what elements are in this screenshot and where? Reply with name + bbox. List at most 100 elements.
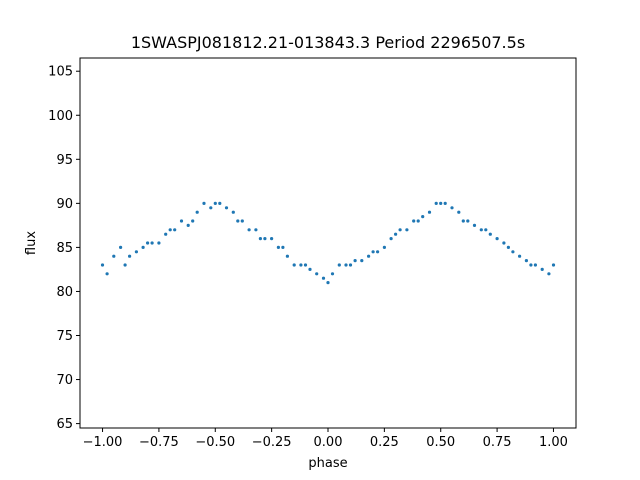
data-point [236, 219, 240, 223]
data-point [164, 232, 168, 236]
data-point [326, 281, 330, 285]
y-tick-label: 95 [56, 153, 73, 168]
data-point [443, 201, 447, 205]
data-point [123, 263, 127, 267]
data-point [218, 201, 222, 205]
x-tick-label: 1.00 [539, 435, 568, 450]
data-point [434, 201, 438, 205]
data-point [315, 272, 319, 276]
data-point [348, 263, 353, 267]
data-point [276, 245, 280, 249]
data-point [416, 219, 420, 223]
data-point [157, 241, 161, 245]
data-point [186, 223, 190, 227]
data-point [240, 219, 244, 223]
data-point [488, 232, 492, 236]
data-point [371, 250, 375, 254]
data-point [533, 263, 538, 267]
y-tick-label: 65 [56, 417, 73, 432]
data-point [195, 210, 199, 214]
x-tick-label: −0.75 [139, 435, 179, 450]
data-point [202, 201, 206, 205]
data-point [479, 228, 483, 232]
data-point [412, 219, 416, 223]
y-tick-label: 75 [56, 329, 73, 344]
data-point [394, 232, 398, 236]
data-point [112, 254, 116, 258]
data-point [518, 254, 522, 258]
y-tick-label: 90 [56, 197, 73, 212]
data-point [389, 237, 393, 241]
y-axis-label: flux [24, 231, 39, 255]
data-point [100, 263, 105, 267]
data-point [231, 210, 235, 214]
data-point [330, 272, 335, 276]
data-point [173, 228, 177, 232]
data-point [376, 250, 380, 254]
data-point [292, 263, 296, 267]
y-tick-label: 80 [56, 285, 73, 300]
data-point [405, 228, 409, 232]
data-point [247, 228, 251, 232]
x-tick-label: −0.50 [195, 435, 235, 450]
data-point [337, 263, 341, 267]
data-point [224, 206, 229, 210]
data-point [511, 250, 515, 254]
data-point [421, 215, 425, 219]
data-point [524, 259, 529, 263]
data-point [450, 206, 454, 210]
x-tick-label: −0.25 [252, 435, 292, 450]
data-point [353, 259, 357, 263]
data-point [472, 223, 477, 227]
data-point [209, 206, 213, 210]
data-point [119, 245, 123, 249]
data-point [281, 245, 285, 249]
data-point [105, 272, 109, 276]
data-point [141, 245, 145, 249]
data-point [179, 219, 184, 223]
data-point [502, 241, 506, 245]
y-axis: 65 70 75 80 85 90 95 100 105 [48, 65, 80, 432]
x-tick-label: −1.00 [83, 435, 123, 450]
data-point [551, 263, 556, 267]
y-tick-label: 105 [48, 65, 73, 80]
data-point [285, 254, 289, 258]
data-point [466, 219, 470, 223]
x-tick-label: 0.00 [314, 435, 343, 450]
data-point [321, 276, 326, 280]
data-point [344, 263, 348, 267]
x-axis: −1.00 −0.75 −0.50 −0.25 0.00 0.25 0.50 0.75 1.00 [83, 428, 568, 450]
data-point [360, 259, 364, 263]
data-point [439, 201, 443, 205]
data-point [382, 245, 386, 249]
data-point [168, 228, 172, 232]
data-point [263, 237, 267, 241]
x-tick-label: 0.75 [483, 435, 512, 450]
data-point [146, 241, 150, 245]
data-point [299, 263, 303, 267]
data-point [128, 254, 132, 258]
data-point [303, 263, 308, 267]
data-point [398, 228, 402, 232]
data-point [529, 263, 533, 267]
data-point [540, 267, 544, 271]
data-point [457, 210, 461, 214]
data-point [150, 241, 154, 245]
data-point [547, 272, 551, 276]
data-point [495, 237, 499, 241]
chart-title: 1SWASPJ081812.21-013843.3 Period 2296507… [131, 33, 525, 52]
data-point [191, 219, 195, 223]
data-point [461, 219, 465, 223]
y-tick-label: 85 [56, 241, 73, 256]
data-point [258, 237, 262, 241]
y-tick-label: 100 [48, 109, 73, 124]
data-point [134, 250, 138, 254]
x-tick-label: 0.50 [426, 435, 455, 450]
data-point [484, 228, 488, 232]
data-point [506, 245, 510, 249]
data-point [254, 228, 258, 232]
data-points [100, 201, 556, 285]
x-axis-label: phase [308, 456, 347, 471]
